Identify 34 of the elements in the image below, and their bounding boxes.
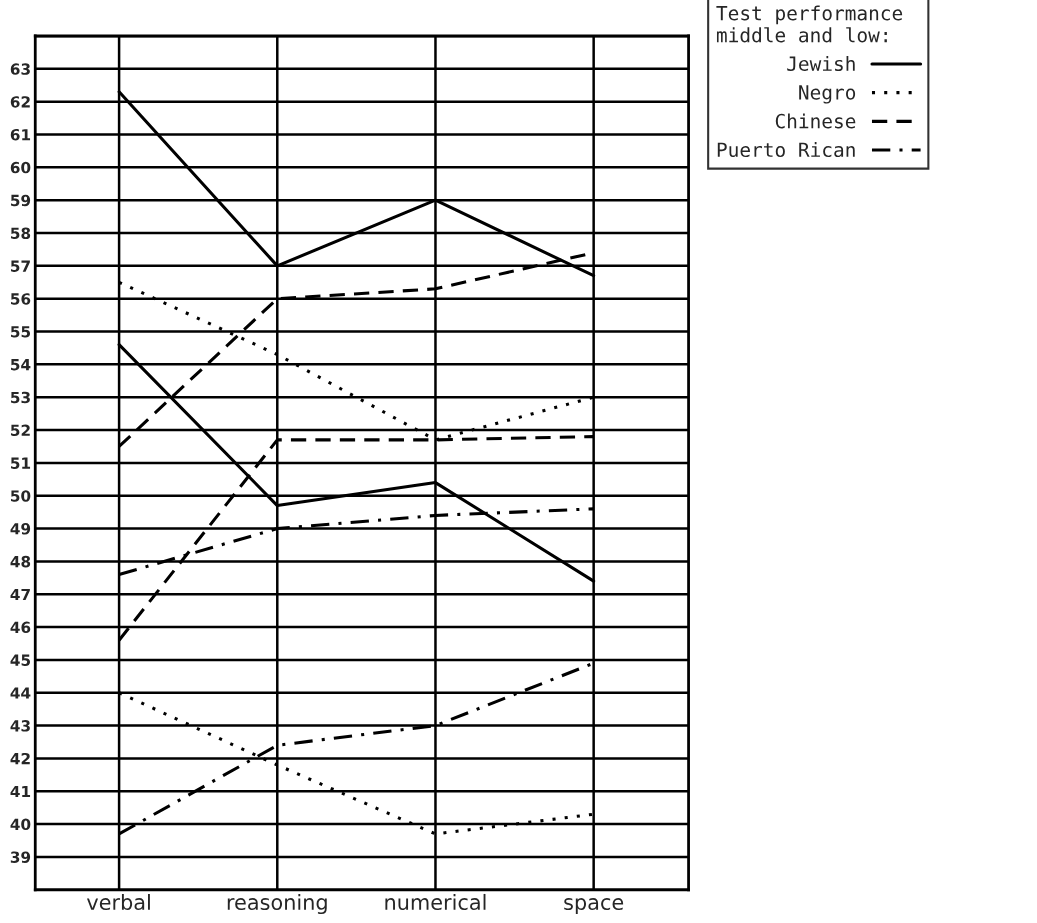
y-tick-label: 40 — [10, 818, 31, 831]
y-tick-label: 41 — [10, 785, 31, 798]
y-tick-label: 59 — [11, 194, 31, 207]
legend-label: Puerto Rican — [717, 142, 855, 158]
y-tick-label: 60 — [10, 161, 31, 174]
x-tick-label: verbal — [86, 893, 150, 911]
y-tick-label: 54 — [11, 359, 31, 371]
y-tick-label: 44 — [10, 687, 31, 699]
legend-label: Chinese — [775, 113, 856, 129]
y-tick-label: 43 — [10, 720, 30, 732]
y-tick-label: 50 — [11, 490, 31, 502]
legend-title: Test performance middle and low: — [716, 5, 903, 43]
legend-label: Jewish — [787, 56, 855, 72]
y-tick-label: 48 — [10, 555, 31, 568]
y-tick-label: 61 — [10, 128, 31, 141]
x-tick-label: space — [564, 898, 624, 915]
y-tick-label: 51 — [11, 457, 31, 469]
y-tick-label: 63 — [10, 63, 30, 75]
x-tick-label: reasoning — [227, 893, 327, 915]
y-tick-label: 62 — [10, 96, 30, 108]
y-tick-label: 57 — [11, 260, 30, 272]
y-tick-label: 46 — [10, 621, 31, 634]
y-tick-label: 56 — [11, 293, 31, 305]
legend-label: Negro — [799, 85, 856, 104]
y-tick-label: 42 — [10, 752, 30, 765]
y-tick-label: 47 — [10, 588, 30, 601]
y-tick-label: 39 — [10, 851, 31, 863]
y-tick-label: 49 — [10, 523, 31, 535]
y-tick-label: 55 — [11, 326, 31, 338]
y-tick-label: 52 — [11, 424, 30, 437]
y-tick-label: 53 — [11, 391, 30, 404]
x-tick-label: numerical — [385, 893, 486, 911]
y-tick-label: 58 — [11, 227, 31, 240]
y-tick-label: 45 — [10, 654, 31, 666]
